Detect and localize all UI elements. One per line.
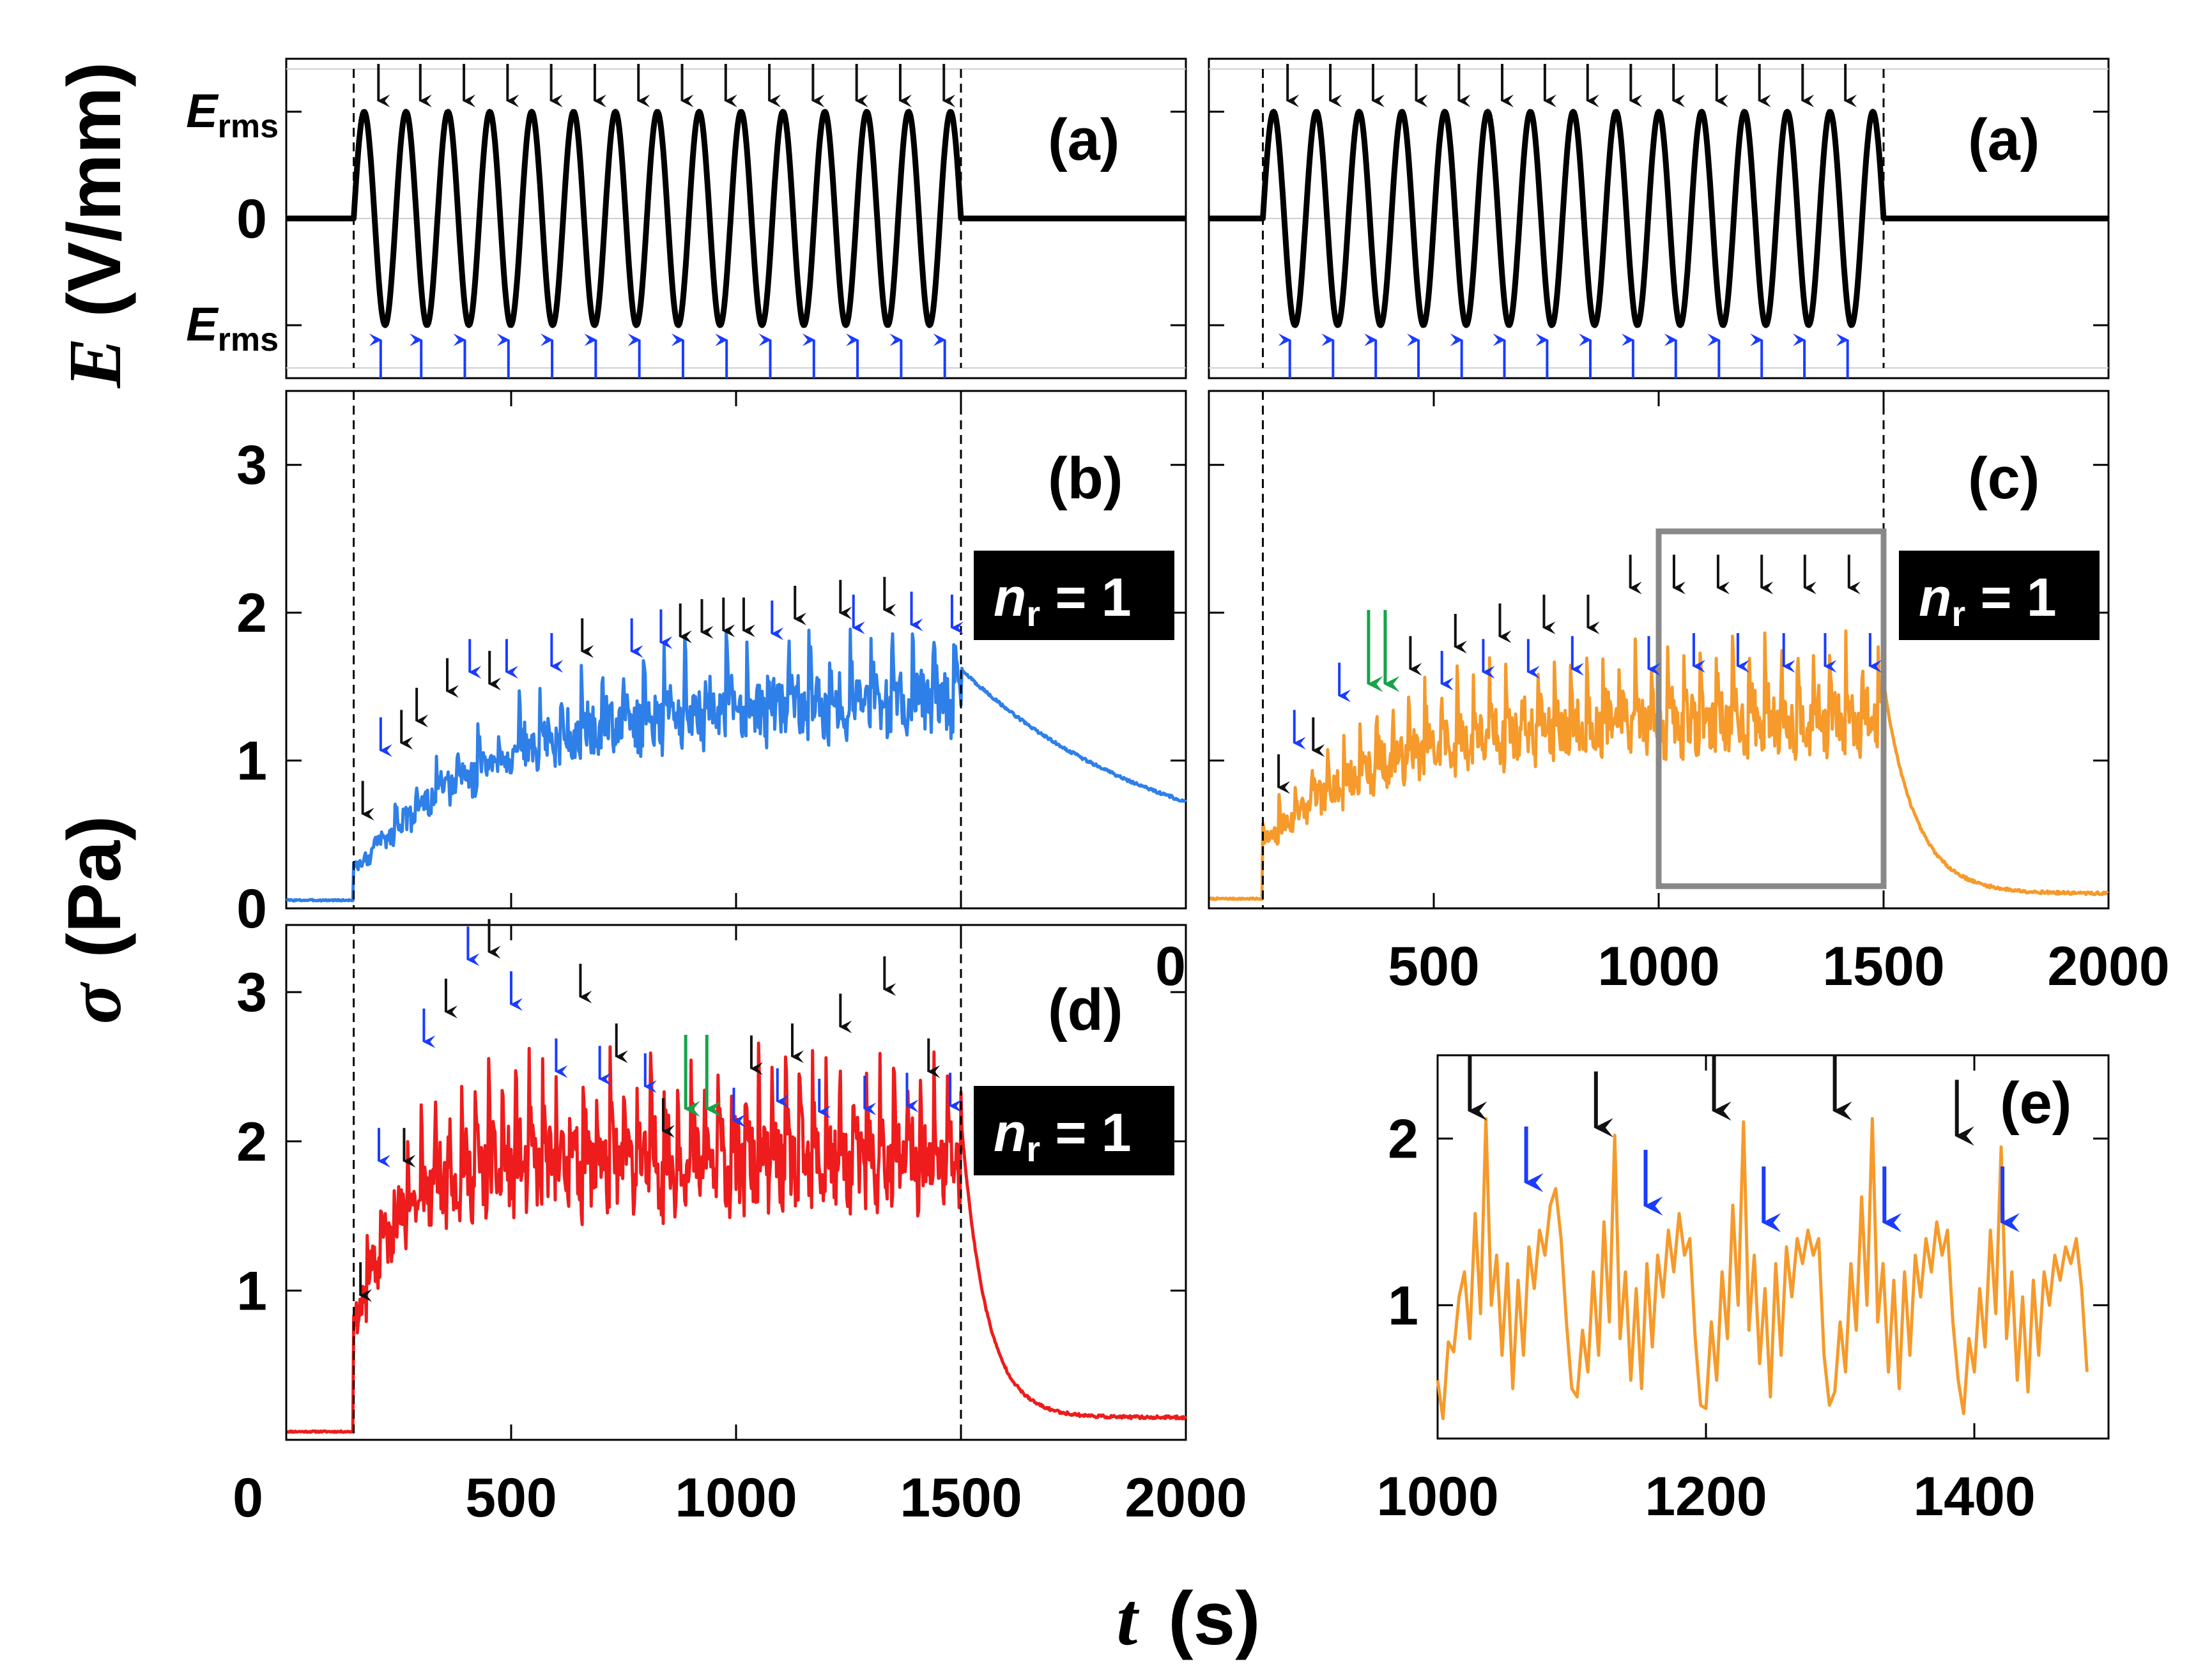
panel-label-b: (b) (1048, 446, 1123, 511)
xtick-label-stress-c-3: 1500 (1822, 936, 1944, 997)
stress-axis-title: σ (Pa) (52, 816, 137, 1025)
panel-label-d: (d) (1048, 977, 1123, 1042)
xtick-label-stress-c-2: 1000 (1597, 936, 1719, 997)
svg-text:nr = 1: nr = 1 (994, 567, 1132, 634)
field-panel-left: (a) (285, 57, 1187, 379)
panel-label-a-left: (a) (1048, 107, 1119, 172)
panel-label-c: (c) (1968, 446, 2039, 511)
xtick-label-stress-c-4: 2000 (2047, 936, 2169, 997)
series-line-field-right (1206, 109, 2111, 328)
stress-panel-d: (d) nr = 1 (285, 924, 1187, 1441)
xtick-label-stress-d-4: 2000 (1125, 1467, 1247, 1529)
xtick-label-stress-c-1: 500 (1388, 936, 1480, 997)
badge-b-sub: r (1026, 593, 1040, 634)
xtick-label-stress-c-0: 0 (1155, 936, 1186, 997)
panel-label-e: (e) (2000, 1071, 2071, 1136)
badge-c-n: n (1919, 567, 1951, 627)
svg-text:t (s): t (s) (1116, 1577, 1260, 1661)
ytick-label-stress-b-0: 0 (236, 878, 267, 940)
svg-text:nr = 1: nr = 1 (994, 1103, 1132, 1169)
badge-b-n: n (994, 567, 1026, 627)
time-axis-symbol: t (1116, 1577, 1139, 1661)
field-panel-right: (a) (1208, 57, 2110, 379)
badge-b-eq: = 1 (1040, 567, 1131, 627)
xtick-label-stress-d-1: 500 (465, 1467, 557, 1529)
field-axis-unit: (V/mm) (52, 62, 137, 317)
badge-d-sub: r (1026, 1129, 1040, 1169)
xtick-label-stress-d-3: 1500 (900, 1467, 1022, 1529)
field-axis-symbol: E (53, 338, 137, 389)
xtick-label-stress-d-2: 1000 (675, 1467, 797, 1529)
ytick-label-stress-b-2: 2 (236, 583, 267, 644)
xtick-label-stress-e-0: 1000 (1376, 1466, 1498, 1527)
stress-panel-e: (e) (1436, 1054, 2110, 1440)
ytick-label-field-left-0: Erms (186, 84, 279, 145)
ytick-label-stress-e-1: 2 (1388, 1108, 1418, 1170)
stress-axis-symbol: σ (53, 981, 137, 1024)
time-axis-unit: (s) (1168, 1577, 1260, 1661)
badge-c: nr = 1 (1899, 551, 2100, 640)
ytick-label-stress-d-1: 2 (236, 1111, 267, 1173)
field-axis-title: E (V/mm) (52, 62, 137, 389)
time-axis-title: t (s) (1116, 1577, 1260, 1661)
ytick-label-stress-d-0: 1 (236, 1260, 267, 1322)
arrow-layer (359, 64, 2020, 1302)
xtick-label-stress-e-1: 1200 (1645, 1466, 1767, 1527)
badge-c-eq: = 1 (1965, 567, 2056, 627)
series-line-field-left (284, 109, 1188, 328)
badge-c-sub: r (1951, 593, 1965, 634)
badge-d: nr = 1 (974, 1086, 1174, 1175)
ytick-label-field-left-1: 0 (236, 188, 267, 250)
tick-layer: Erms 0 Erms 0 1 2 3 0 500 1000 1500 2000 1 2 3 0 500 1000… (186, 84, 2169, 1529)
badge-b: nr = 1 (974, 551, 1174, 640)
ytick-label-stress-d-2: 3 (236, 962, 267, 1023)
series-line-stress-e (1436, 1117, 2089, 1421)
series-line-stress-d (285, 1041, 1188, 1434)
ytick-label-stress-b-3: 3 (236, 435, 267, 496)
badge-d-eq: = 1 (1040, 1103, 1131, 1163)
zoom-box (1655, 528, 1887, 889)
ytick-label-field-left-2: Erms (186, 298, 279, 358)
series-line-stress-b (285, 627, 1187, 903)
svg-text:E (V/mm): E (V/mm) (52, 62, 137, 389)
svg-text:σ (Pa): σ (Pa) (52, 816, 137, 1025)
stress-panel-b: (b) nr = 1 (285, 390, 1187, 910)
ytick-label-stress-b-1: 1 (236, 731, 267, 792)
panel-label-a-right: (a) (1968, 107, 2039, 172)
svg-text:nr = 1: nr = 1 (1919, 567, 2057, 634)
series-layer (284, 69, 2111, 1440)
xtick-label-stress-d-0: 0 (233, 1467, 263, 1529)
xtick-label-stress-e-2: 1400 (1913, 1466, 2035, 1527)
badge-d-n: n (994, 1103, 1026, 1163)
ytick-label-stress-e-0: 1 (1388, 1275, 1418, 1336)
stress-axis-unit: (Pa) (52, 816, 137, 958)
